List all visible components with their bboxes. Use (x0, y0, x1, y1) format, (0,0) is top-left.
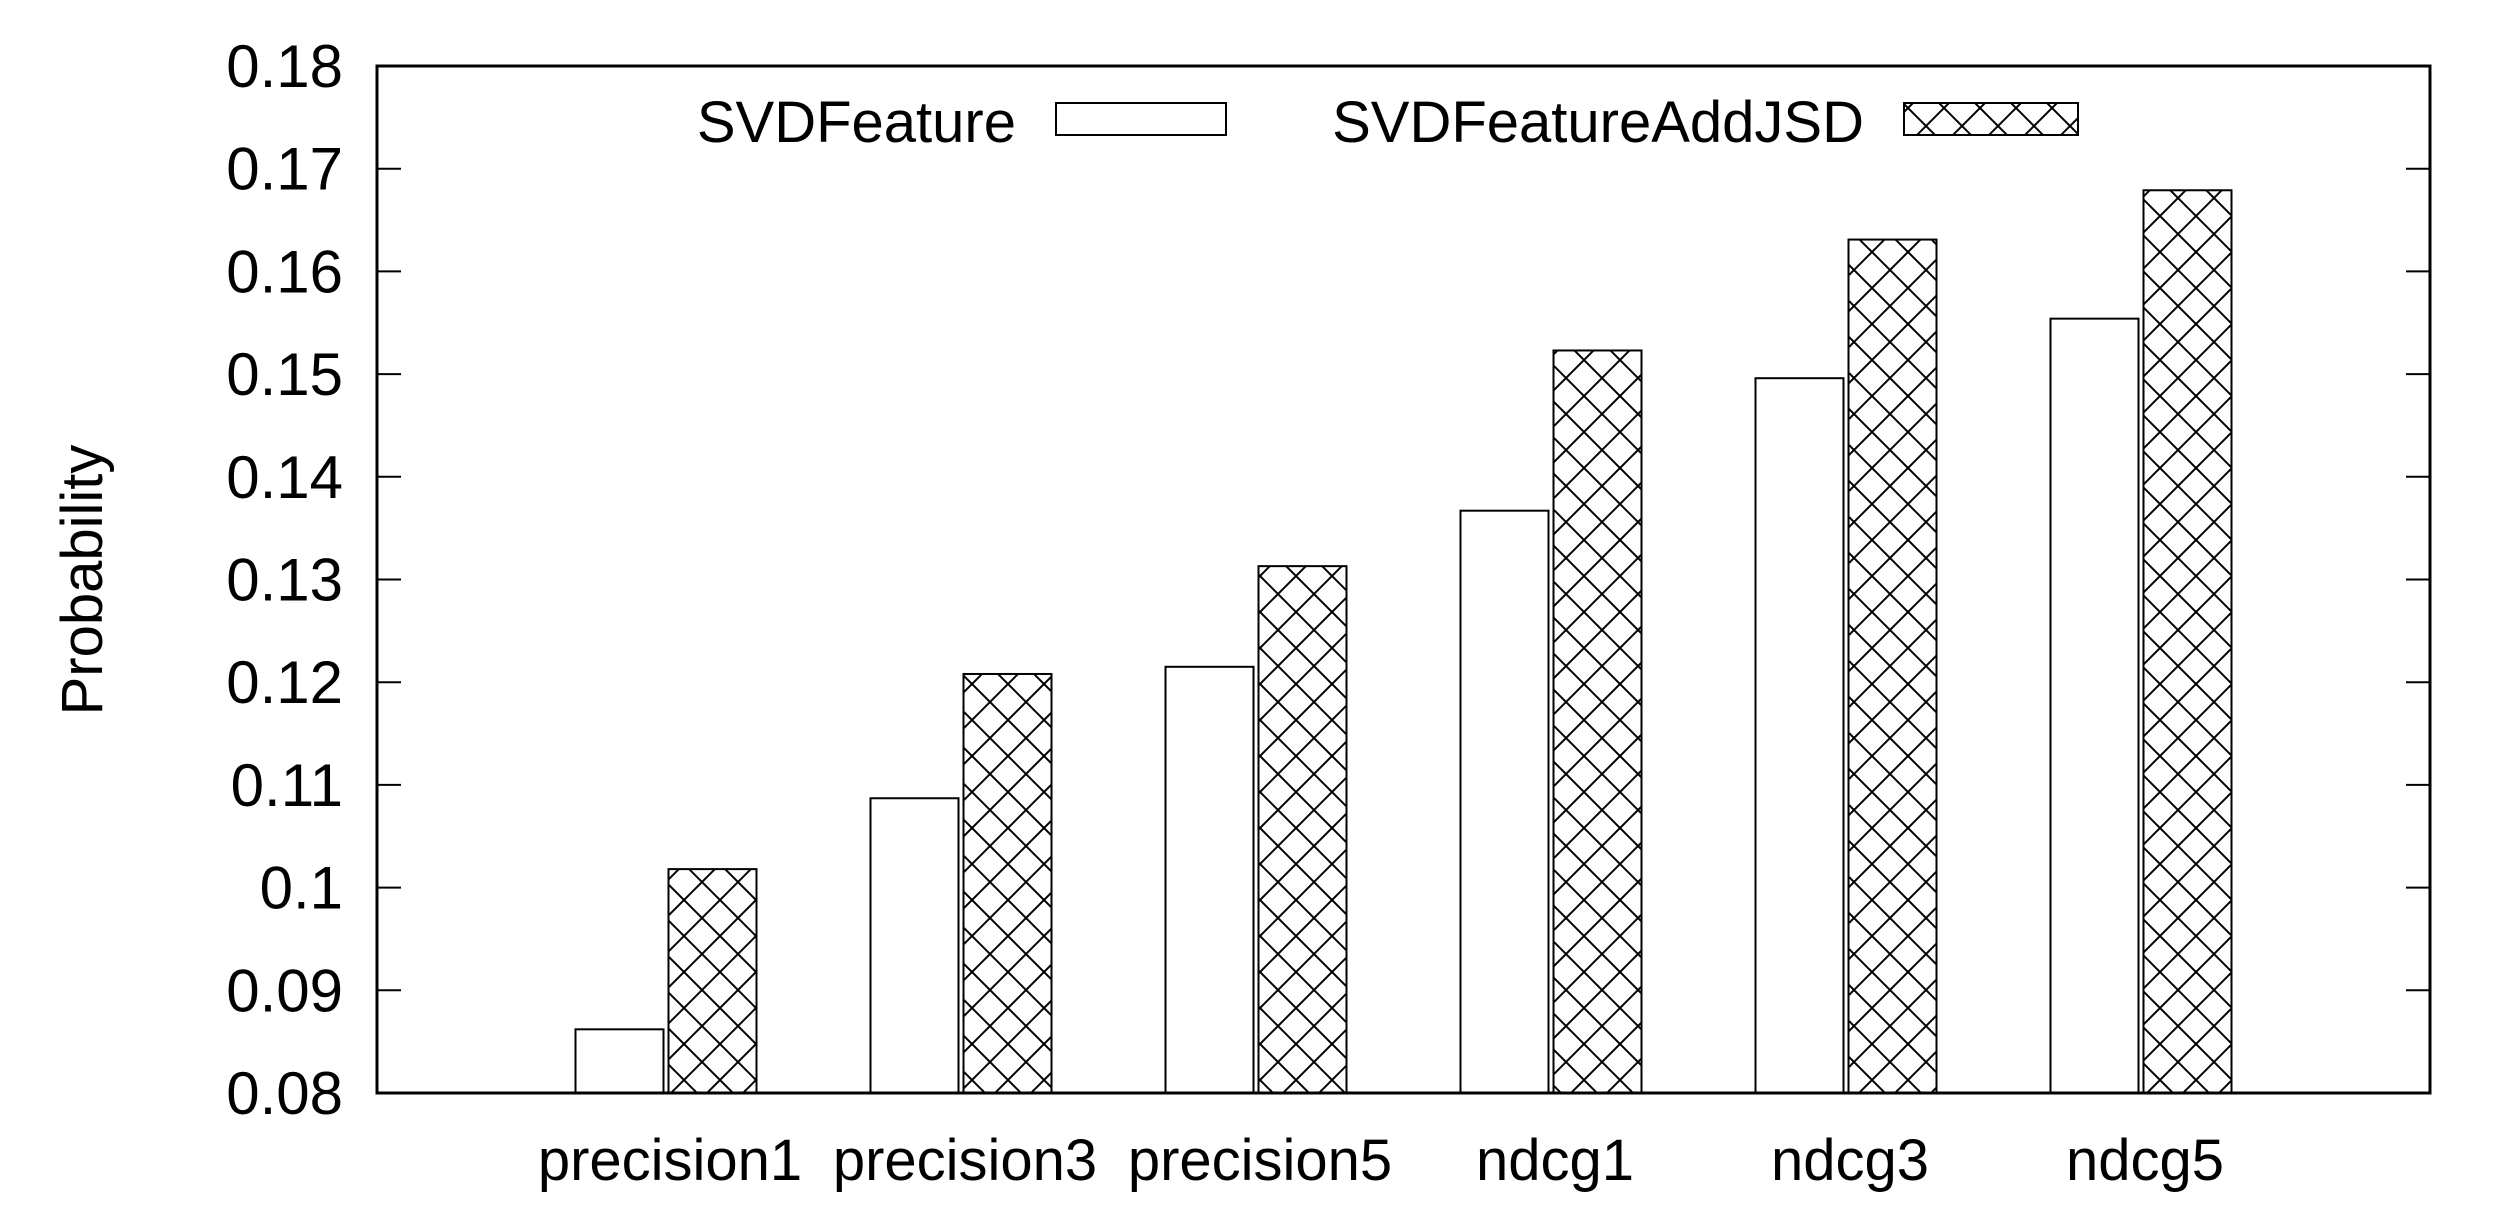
bar-svdfeatureaddjsd-ndcg1 (1552, 349, 1643, 1094)
bars-group (574, 189, 2233, 1095)
y-tick-label: 0.15 (226, 341, 343, 408)
x-tick-label-precision5: precision5 (1128, 1128, 1392, 1193)
x-tick-label-ndcg3: ndcg3 (1771, 1128, 1929, 1193)
y-tick-label: 0.1 (260, 855, 343, 922)
bar-svdfeatureaddjsd-precision1 (667, 868, 758, 1095)
y-tick-label: 0.11 (231, 752, 343, 819)
bar-svdfeature-ndcg3 (1754, 377, 1845, 1094)
bar-svdfeatureaddjsd-precision5 (1257, 565, 1348, 1094)
legend-label-svdfeatureaddjsd: SVDFeatureAddJSD (1332, 90, 1864, 155)
bar-svdfeature-precision3 (869, 797, 960, 1094)
x-tick-label-ndcg5: ndcg5 (2066, 1128, 2224, 1193)
bar-svdfeature-ndcg5 (2049, 317, 2140, 1094)
y-tick-label: 0.09 (226, 957, 343, 1024)
legend-swatch-svdfeatureaddjsd (1903, 102, 2079, 136)
y-tick-label: 0.14 (226, 444, 343, 511)
x-axis: precision1 precision3 precision5 ndcg1 ndcg3… (538, 1128, 2224, 1193)
y-tick-label: 0.12 (226, 649, 343, 716)
legend-label-svdfeature: SVDFeature (697, 90, 1016, 155)
legend-swatch-svdfeature (1055, 102, 1227, 136)
y-axis-title: Probability (50, 445, 115, 716)
y-tick-label: 0.08 (226, 1060, 343, 1127)
y-tick-label: 0.18 (226, 33, 343, 100)
y-tick-label: 0.16 (226, 238, 343, 305)
y-tick-label: 0.17 (226, 136, 343, 203)
bar-svdfeatureaddjsd-precision3 (962, 672, 1053, 1094)
x-tick-label-precision1: precision1 (538, 1128, 802, 1193)
bar-svdfeatureaddjsd-ndcg3 (1847, 238, 1938, 1095)
x-tick-label-ndcg1: ndcg1 (1476, 1128, 1634, 1193)
bar-svdfeature-ndcg1 (1459, 509, 1550, 1095)
legend: SVDFeature SVDFeatureAddJSD (697, 90, 2079, 155)
bar-svdfeature-precision5 (1164, 665, 1255, 1094)
bar-svdfeature-precision1 (574, 1028, 665, 1095)
bar-svdfeatureaddjsd-ndcg5 (2142, 189, 2233, 1094)
y-tick-label: 0.13 (226, 547, 343, 614)
y-axis: 0.08 0.09 0.1 0.11 0.12 0.13 0.14 0.15 0.16 0.17 0… (226, 33, 2430, 1127)
x-tick-label-precision3: precision3 (833, 1128, 1097, 1193)
